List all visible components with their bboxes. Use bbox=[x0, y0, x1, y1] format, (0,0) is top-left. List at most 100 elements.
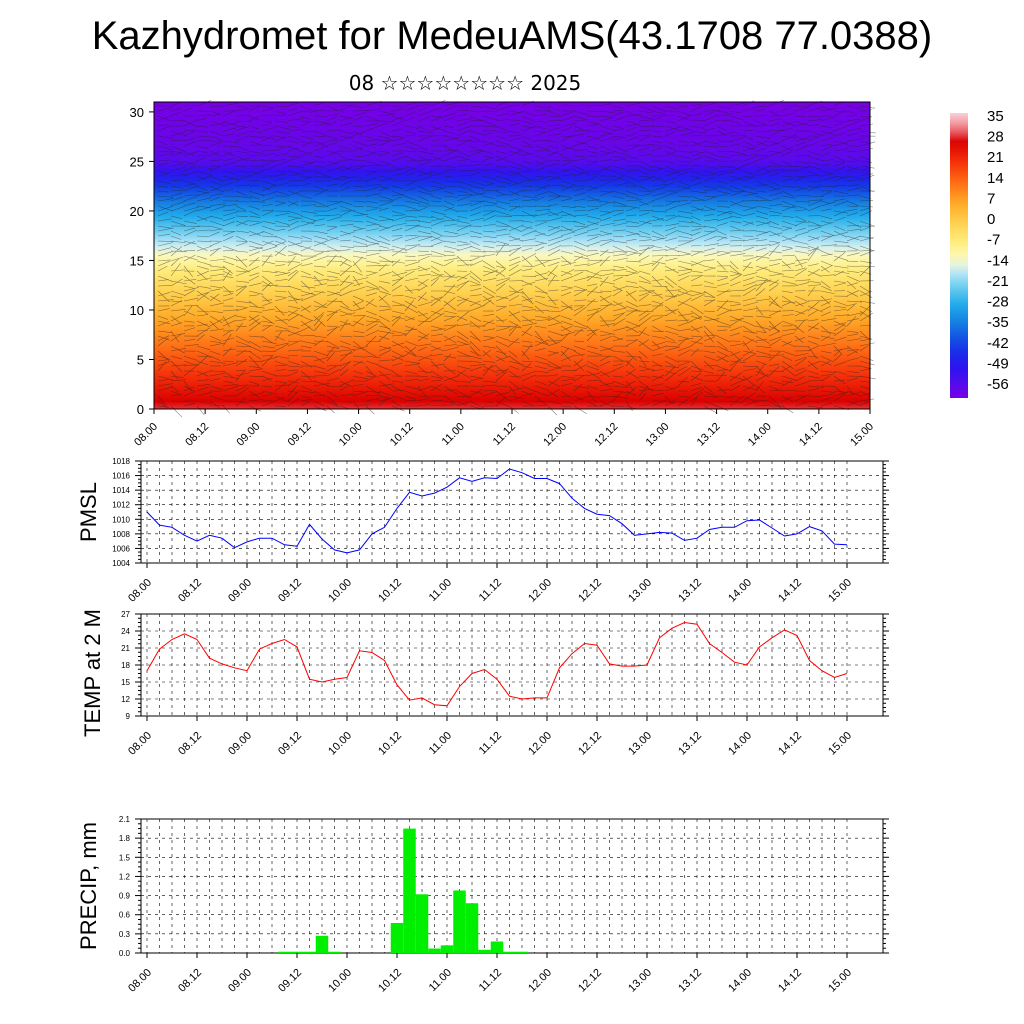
x-tick-label: 14.12 bbox=[776, 577, 804, 605]
colorbar-label: 35 bbox=[987, 108, 1004, 125]
precip-panel: 0.0 0.3 0.6 0.9 1.2 1.5 1.8 2.1 08.00 08.12 09.00 0… bbox=[76, 815, 889, 995]
precip-bar bbox=[390, 923, 404, 953]
precip-bar bbox=[303, 951, 316, 953]
x-tick-label: 12.12 bbox=[576, 967, 604, 995]
colorbar-label: -28 bbox=[987, 294, 1009, 311]
y-axis-label: TEMP at 2 M bbox=[80, 609, 105, 737]
colorbar-label: 28 bbox=[987, 129, 1004, 146]
colorbar-label: -42 bbox=[987, 335, 1009, 352]
precip-bar bbox=[478, 949, 491, 953]
wind-barbs bbox=[157, 99, 876, 418]
x-tick-label: 11.12 bbox=[477, 577, 504, 604]
x-tick-label: 14.12 bbox=[797, 421, 825, 449]
y-tick-label: 0.0 bbox=[119, 949, 131, 958]
x-tick-label: 09.00 bbox=[226, 577, 254, 605]
y-tick-label: 1008 bbox=[112, 530, 130, 539]
x-tick-label: 14.00 bbox=[726, 577, 754, 605]
x-tick-label: 10.12 bbox=[376, 730, 404, 758]
colorbar: 35 28 21 14 7 0 -7 -14 -21 -28 -35 -42 -49 -56 bbox=[950, 108, 1009, 398]
x-tick-label: 13.00 bbox=[644, 421, 672, 449]
x-tick-label: 13.12 bbox=[676, 967, 704, 995]
y-tick-label: 0.6 bbox=[119, 911, 131, 920]
y-tick-label: 25 bbox=[130, 154, 144, 169]
x-tick-label: 09.12 bbox=[276, 967, 304, 995]
x-tick-label: 10.00 bbox=[326, 967, 354, 995]
x-tick-label: 11.00 bbox=[440, 421, 467, 448]
colorbar-label: -35 bbox=[987, 314, 1009, 331]
y-tick-label: 24 bbox=[121, 627, 130, 636]
x-tick-label: 09.12 bbox=[276, 577, 304, 605]
precip-bar bbox=[453, 890, 466, 953]
x-tick-label: 09.00 bbox=[234, 421, 262, 449]
x-tick-label: 08.12 bbox=[183, 421, 211, 449]
heatmap-panel: 0 5 10 15 20 25 30 08.00 08.12 09.00 09.12 10.00 10.… bbox=[130, 99, 876, 449]
y-tick-label: 1014 bbox=[112, 486, 130, 495]
precip-bar bbox=[503, 951, 516, 953]
y-tick-label: 1010 bbox=[112, 515, 130, 524]
y-tick-label: 12 bbox=[121, 695, 130, 704]
x-tick-label: 10.12 bbox=[376, 967, 404, 995]
x-tick-label: 12.12 bbox=[576, 730, 604, 758]
colorbar-scale bbox=[950, 113, 968, 398]
series-line bbox=[146, 621, 848, 707]
y-tick-label: 0.9 bbox=[119, 892, 131, 901]
x-tick-label: 12.00 bbox=[526, 577, 554, 605]
x-tick-label: 15.00 bbox=[826, 967, 854, 995]
x-tick-label: 10.00 bbox=[326, 730, 354, 758]
colorbar-label: 7 bbox=[987, 190, 995, 207]
precip-bar bbox=[465, 903, 479, 953]
y-tick-label: 1.5 bbox=[119, 853, 131, 862]
x-tick-label: 12.12 bbox=[576, 577, 604, 605]
colorbar-label: 0 bbox=[987, 211, 995, 228]
x-tick-label: 10.12 bbox=[388, 421, 416, 449]
x-tick-label: 09.00 bbox=[226, 730, 254, 758]
precip-bar bbox=[403, 828, 416, 953]
y-tick-label: 1.8 bbox=[119, 834, 131, 843]
y-tick-label: 10 bbox=[130, 303, 144, 318]
y-tick-label: 21 bbox=[121, 644, 130, 653]
grid bbox=[141, 460, 883, 564]
series-line bbox=[146, 468, 848, 554]
x-tick-label: 11.00 bbox=[427, 730, 454, 757]
y-tick-label: 18 bbox=[121, 661, 130, 670]
precip-bar bbox=[328, 951, 341, 953]
pmsl-panel: 1004 1006 1008 1010 1012 1014 1016 1018 08.00 08.… bbox=[76, 457, 889, 605]
x-tick-label: 09.12 bbox=[276, 730, 304, 758]
y-tick-label: 20 bbox=[130, 204, 144, 219]
y-tick-label: 1004 bbox=[112, 559, 130, 568]
y-tick-label: 1012 bbox=[112, 501, 130, 510]
colorbar-label: 21 bbox=[987, 149, 1004, 166]
x-tick-label: 09.12 bbox=[286, 421, 314, 449]
x-tick-label: 08.00 bbox=[126, 730, 154, 758]
colorbar-label: -21 bbox=[987, 273, 1009, 290]
x-tick-label: 08.12 bbox=[176, 967, 204, 995]
x-tick-label: 11.12 bbox=[477, 967, 504, 994]
x-tick-label: 11.00 bbox=[427, 577, 454, 604]
y-tick-label: 1006 bbox=[112, 544, 130, 553]
y-tick-label: 1.2 bbox=[119, 872, 131, 881]
x-tick-label: 13.00 bbox=[626, 577, 654, 605]
temp-panel: 9 12 15 18 21 24 27 08.00 08.12 09.00 09.12 10.00 10… bbox=[80, 609, 889, 758]
x-tick-label: 15.00 bbox=[848, 421, 876, 449]
x-tick-label: 08.12 bbox=[176, 577, 204, 605]
x-tick-label: 08.00 bbox=[126, 967, 154, 995]
x-tick-label: 12.00 bbox=[526, 967, 554, 995]
y-tick-label: 2.1 bbox=[119, 815, 131, 824]
colorbar-label: -14 bbox=[987, 252, 1009, 269]
chart-title: Kazhydromet for MedeuAMS(43.1708 77.0388… bbox=[91, 14, 933, 58]
x-tick-label: 11.00 bbox=[427, 967, 454, 994]
y-tick-label: 1016 bbox=[112, 472, 130, 481]
y-tick-label: 0 bbox=[137, 402, 144, 417]
x-tick-label: 11.12 bbox=[491, 421, 518, 448]
x-tick-label: 08.00 bbox=[126, 577, 154, 605]
colorbar-label: -7 bbox=[987, 232, 1000, 249]
x-tick-label: 10.00 bbox=[326, 577, 354, 605]
x-tick-label: 15.00 bbox=[826, 730, 854, 758]
precip-bar bbox=[278, 951, 291, 953]
x-tick-label: 13.12 bbox=[676, 577, 704, 605]
y-tick-label: 9 bbox=[126, 712, 131, 721]
x-tick-label: 13.00 bbox=[626, 967, 654, 995]
x-tick-label: 12.00 bbox=[526, 730, 554, 758]
x-tick-label: 09.00 bbox=[226, 967, 254, 995]
